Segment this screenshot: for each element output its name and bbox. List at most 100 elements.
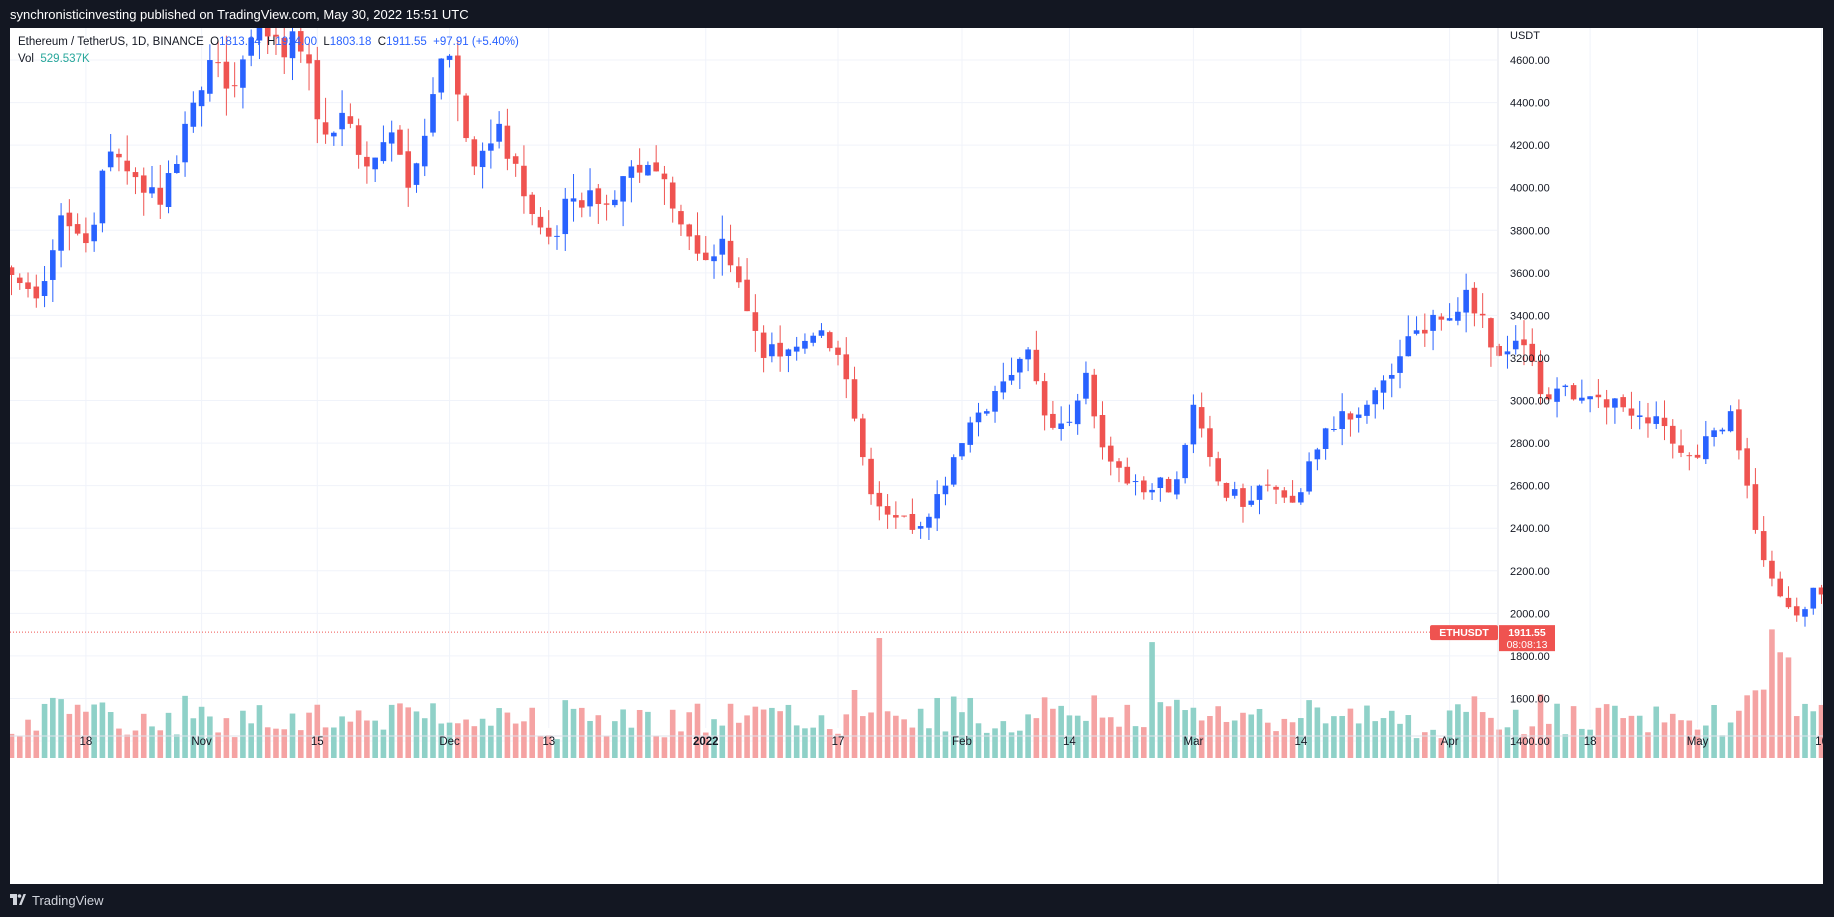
- candle-body: [1818, 587, 1823, 595]
- volume-bar: [901, 719, 907, 758]
- candle-body: [1636, 415, 1643, 417]
- legend-high-label: H: [267, 36, 276, 48]
- volume-bar: [1479, 712, 1486, 758]
- price-tick-label: 4400.00: [1510, 98, 1550, 110]
- candle-body: [165, 173, 172, 207]
- volume-bar: [314, 704, 321, 758]
- tradingview-logo-icon[interactable]: [10, 894, 26, 907]
- candle-body: [1669, 425, 1676, 444]
- volume-bar: [1818, 704, 1823, 758]
- candle-body: [1116, 461, 1122, 468]
- candle-body: [405, 151, 412, 188]
- volume-bar: [1777, 652, 1784, 758]
- volume-bar: [769, 707, 775, 758]
- legend-vol-label[interactable]: Vol: [18, 53, 34, 65]
- candle-body: [488, 143, 494, 151]
- volume-bar: [1785, 657, 1792, 758]
- volume-bar: [1174, 699, 1180, 758]
- volume-bar: [1240, 712, 1246, 758]
- candle-body: [438, 58, 445, 93]
- volume-bar: [33, 730, 40, 758]
- volume-bar: [190, 718, 197, 758]
- candle-body: [1703, 436, 1709, 460]
- volume-bar: [10, 733, 15, 758]
- candle-body: [306, 54, 312, 64]
- volume-bar: [702, 732, 709, 758]
- volume-bar: [1289, 722, 1296, 758]
- candle-body: [769, 344, 775, 357]
- volume-bar: [1273, 731, 1279, 758]
- volume-bar: [719, 725, 726, 758]
- footer-brand[interactable]: TradingView: [32, 893, 104, 908]
- candle-body: [595, 188, 602, 205]
- candle-body: [1736, 409, 1742, 451]
- volume-bar: [570, 708, 577, 758]
- candle-body: [1066, 421, 1073, 423]
- volume-bar: [1083, 720, 1089, 758]
- volume-bar: [1190, 707, 1197, 758]
- candle-body: [521, 165, 527, 197]
- candle-body: [876, 492, 883, 507]
- last-price-tag: [1499, 625, 1555, 652]
- volume-bar: [1769, 629, 1775, 758]
- volume-bar: [165, 712, 172, 758]
- candle-body: [1562, 385, 1569, 388]
- candle-body: [1240, 488, 1246, 507]
- volume-bar: [1264, 722, 1271, 758]
- candle-body: [240, 59, 246, 88]
- price-tick-label: 4000.00: [1510, 183, 1550, 195]
- candle-body: [116, 153, 122, 158]
- legend-change: +97.91 (+5.40%): [433, 36, 519, 48]
- candle-body: [702, 252, 709, 261]
- candle-body: [1314, 449, 1321, 460]
- candle-body: [1223, 482, 1230, 498]
- volume-bar: [1298, 718, 1304, 758]
- volume-bar: [1661, 722, 1668, 758]
- volume-bar: [1058, 705, 1064, 758]
- candle-body: [1488, 318, 1494, 348]
- volume-bar: [438, 723, 445, 758]
- candle-body: [744, 279, 750, 312]
- candle-body: [1479, 313, 1486, 316]
- candle-body: [1769, 560, 1775, 579]
- candle-body: [562, 198, 569, 235]
- candle-body: [570, 198, 577, 202]
- volume-bar: [868, 712, 874, 758]
- price-tick-label: 3000.00: [1510, 396, 1550, 408]
- volume-bar: [777, 711, 783, 758]
- volume-bar: [1223, 721, 1230, 758]
- candle-body: [1256, 485, 1263, 500]
- volume-bar: [215, 732, 221, 758]
- volume-bar: [1141, 727, 1147, 758]
- candle-body: [975, 412, 982, 423]
- price-tick-label: 3200.00: [1510, 353, 1550, 365]
- candle-body: [926, 516, 932, 528]
- candle-body: [545, 227, 552, 237]
- legend-symbol[interactable]: Ethereum / TetherUS, 1D, BINANCE: [18, 36, 204, 48]
- candle-body: [537, 216, 544, 228]
- volume-bar: [1397, 723, 1403, 758]
- candle-body: [1289, 495, 1296, 503]
- axis-layer: USDT 1400.00 1600.00 1800.00 2000.00 2200.00 2…: [10, 28, 1823, 884]
- candlestick-chart[interactable]: USDT 1400.00 1600.00 1800.00 2000.00 2200.00 2…: [10, 28, 1823, 884]
- candle-body: [1273, 486, 1279, 490]
- volume-bar: [694, 703, 701, 758]
- time-tick-label: 2022: [693, 736, 719, 748]
- volume-bar: [926, 728, 932, 758]
- volume-bar: [496, 708, 502, 758]
- time-tick-label: Nov: [191, 736, 212, 748]
- volume-bar: [521, 721, 527, 758]
- volume-bar: [1562, 734, 1569, 758]
- candle-body: [1264, 484, 1271, 486]
- volume-bar: [446, 722, 453, 758]
- candle-body: [1612, 398, 1618, 408]
- chart-frame[interactable]: USDT 1400.00 1600.00 1800.00 2000.00 2200.00 2…: [10, 28, 1823, 884]
- candle-body: [826, 332, 833, 349]
- volume-bar: [1645, 732, 1651, 758]
- volume-bar: [223, 718, 230, 758]
- volume-bar: [74, 704, 81, 758]
- candle-body: [463, 95, 469, 139]
- candle-body: [959, 443, 965, 457]
- candle-body: [41, 281, 48, 297]
- last-price-symbol-tag: [1430, 625, 1498, 641]
